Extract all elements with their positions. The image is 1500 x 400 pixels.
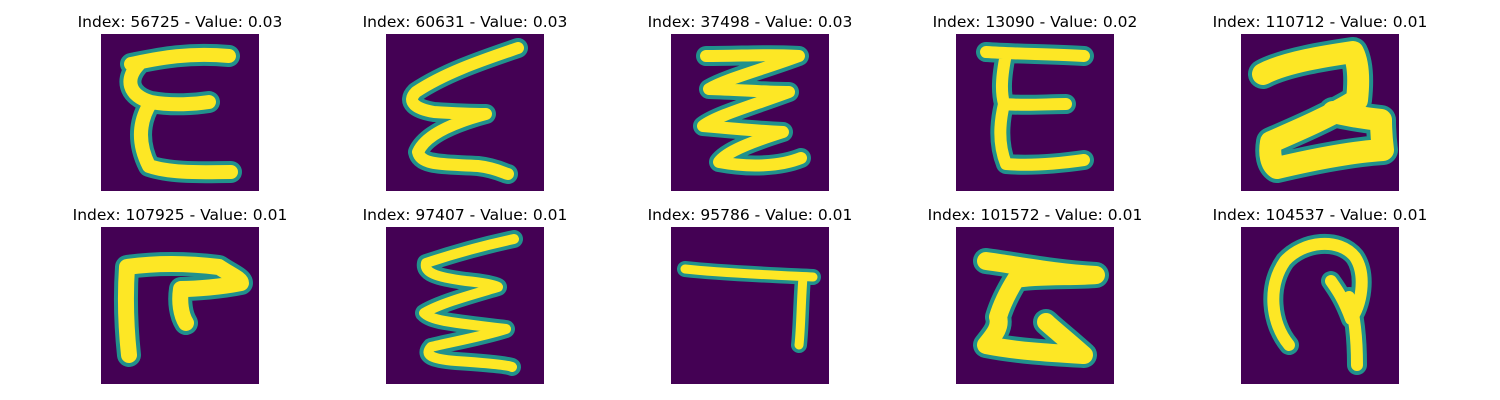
glyph-image [386, 227, 544, 384]
panel-title: Index: 110712 - Value: 0.01 [1212, 13, 1428, 31]
panel-title: Index: 60631 - Value: 0.03 [362, 13, 568, 31]
glyph-image [956, 227, 1114, 384]
panel-title: Index: 95786 - Value: 0.01 [647, 206, 853, 224]
panel-4: Index: 13090 - Value: 0.02 [920, 12, 1150, 191]
glyph-image [1241, 227, 1399, 384]
panel-9: Index: 101572 - Value: 0.01 [920, 205, 1150, 384]
panel-title: Index: 56725 - Value: 0.03 [77, 13, 283, 31]
panel-7: Index: 97407 - Value: 0.01 [350, 205, 580, 384]
glyph-image [386, 34, 544, 191]
glyph-image [1241, 34, 1399, 191]
glyph-image [101, 34, 259, 191]
panel-2: Index: 60631 - Value: 0.03 [350, 12, 580, 191]
panel-title: Index: 101572 - Value: 0.01 [927, 206, 1143, 224]
panel-10: Index: 104537 - Value: 0.01 [1205, 205, 1435, 384]
panel-5: Index: 110712 - Value: 0.01 [1205, 12, 1435, 191]
glyph-image [671, 227, 829, 384]
glyph-image [671, 34, 829, 191]
panel-1: Index: 56725 - Value: 0.03 [65, 12, 295, 191]
panel-8: Index: 95786 - Value: 0.01 [635, 205, 865, 384]
panel-title: Index: 37498 - Value: 0.03 [647, 13, 853, 31]
panel-3: Index: 37498 - Value: 0.03 [635, 12, 865, 191]
glyph-image [956, 34, 1114, 191]
panel-title: Index: 97407 - Value: 0.01 [362, 206, 568, 224]
panel-title: Index: 104537 - Value: 0.01 [1212, 206, 1428, 224]
panel-6: Index: 107925 - Value: 0.01 [65, 205, 295, 384]
panel-title: Index: 13090 - Value: 0.02 [932, 13, 1138, 31]
panel-title: Index: 107925 - Value: 0.01 [72, 206, 288, 224]
glyph-image [101, 227, 259, 384]
